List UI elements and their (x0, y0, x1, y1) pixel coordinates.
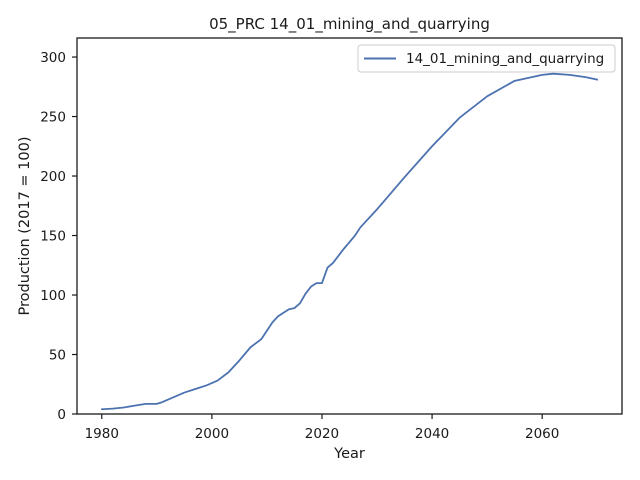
x-tick-label: 1980 (85, 426, 119, 442)
axes-frame (76, 37, 623, 415)
legend-frame (357, 44, 616, 73)
y-tick-label: 250 (40, 110, 66, 126)
y-tick-label: 200 (40, 169, 66, 185)
y-tick-label: 50 (49, 348, 66, 364)
x-tick-label: 2060 (525, 426, 559, 442)
series-line-0 (100, 72, 599, 411)
x-axis-title: Year (333, 446, 365, 462)
y-tick-label: 0 (57, 407, 66, 423)
x-tick-label: 2000 (195, 426, 229, 442)
y-axis: 0 50 100 150 200 250 300 (40, 50, 77, 423)
legend-entry-label: 14_01_mining_and_quarrying (406, 51, 604, 67)
y-axis-title: Production (2017 = 100) (17, 136, 33, 315)
chart-title: 05_PRC 14_01_mining_and_quarrying (209, 15, 490, 34)
x-axis: 1980 2000 2020 2040 2060 (85, 414, 559, 442)
y-tick-label: 150 (40, 229, 66, 245)
x-tick-label: 2040 (415, 426, 449, 442)
legend: 14_01_mining_and_quarrying (357, 44, 616, 73)
x-tick-label: 2020 (305, 426, 339, 442)
y-tick-label: 100 (40, 288, 66, 304)
y-tick-label: 300 (40, 50, 66, 66)
plot-marks (100, 72, 599, 411)
